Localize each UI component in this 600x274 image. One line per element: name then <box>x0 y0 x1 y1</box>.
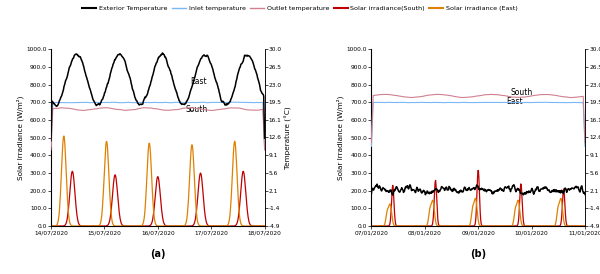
Text: South: South <box>185 105 208 114</box>
Y-axis label: Solar Irradiance (W/m²): Solar Irradiance (W/m²) <box>16 96 23 180</box>
Y-axis label: Temperature (°C): Temperature (°C) <box>284 106 292 169</box>
X-axis label: (a): (a) <box>150 249 166 259</box>
Text: East: East <box>506 97 523 106</box>
Y-axis label: Solar Irradiance (W/m²): Solar Irradiance (W/m²) <box>337 96 344 180</box>
Text: East: East <box>190 77 206 86</box>
Text: South: South <box>510 88 532 97</box>
X-axis label: (b): (b) <box>470 249 486 259</box>
Legend: Exterior Temperature, Inlet temperature, Outlet temperature, Solar irradiance(So: Exterior Temperature, Inlet temperature,… <box>80 3 520 14</box>
